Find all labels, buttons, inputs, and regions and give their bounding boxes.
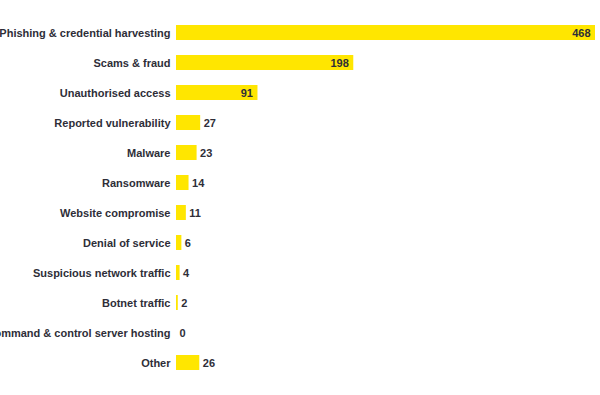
svg-text:Malware: Malware	[127, 147, 170, 159]
svg-text:Suspicious network traffic: Suspicious network traffic	[33, 267, 171, 279]
svg-text:2: 2	[181, 297, 187, 309]
svg-text:468: 468	[572, 27, 590, 39]
svg-text:6: 6	[185, 237, 191, 249]
svg-text:23: 23	[200, 147, 212, 159]
svg-text:0: 0	[180, 327, 186, 339]
svg-text:Phishing & credential harvesti: Phishing & credential harvesting	[0, 27, 171, 39]
svg-text:Command & control server hosti: Command & control server hosting	[0, 327, 171, 339]
svg-text:11: 11	[189, 207, 201, 219]
svg-text:Reported vulnerability: Reported vulnerability	[54, 117, 171, 129]
svg-text:Scams & fraud: Scams & fraud	[93, 57, 170, 69]
svg-text:26: 26	[203, 357, 215, 369]
svg-text:14: 14	[192, 177, 205, 189]
svg-text:Ransomware: Ransomware	[102, 177, 170, 189]
svg-text:91: 91	[241, 87, 253, 99]
svg-text:Unauthorised access: Unauthorised access	[60, 87, 171, 99]
svg-text:Botnet traffic: Botnet traffic	[102, 297, 170, 309]
svg-text:4: 4	[183, 267, 190, 279]
svg-text:27: 27	[204, 117, 216, 129]
svg-text:Website compromise: Website compromise	[60, 207, 170, 219]
svg-text:Denial of service: Denial of service	[83, 237, 170, 249]
svg-text:Other: Other	[141, 357, 171, 369]
svg-text:198: 198	[330, 57, 348, 69]
